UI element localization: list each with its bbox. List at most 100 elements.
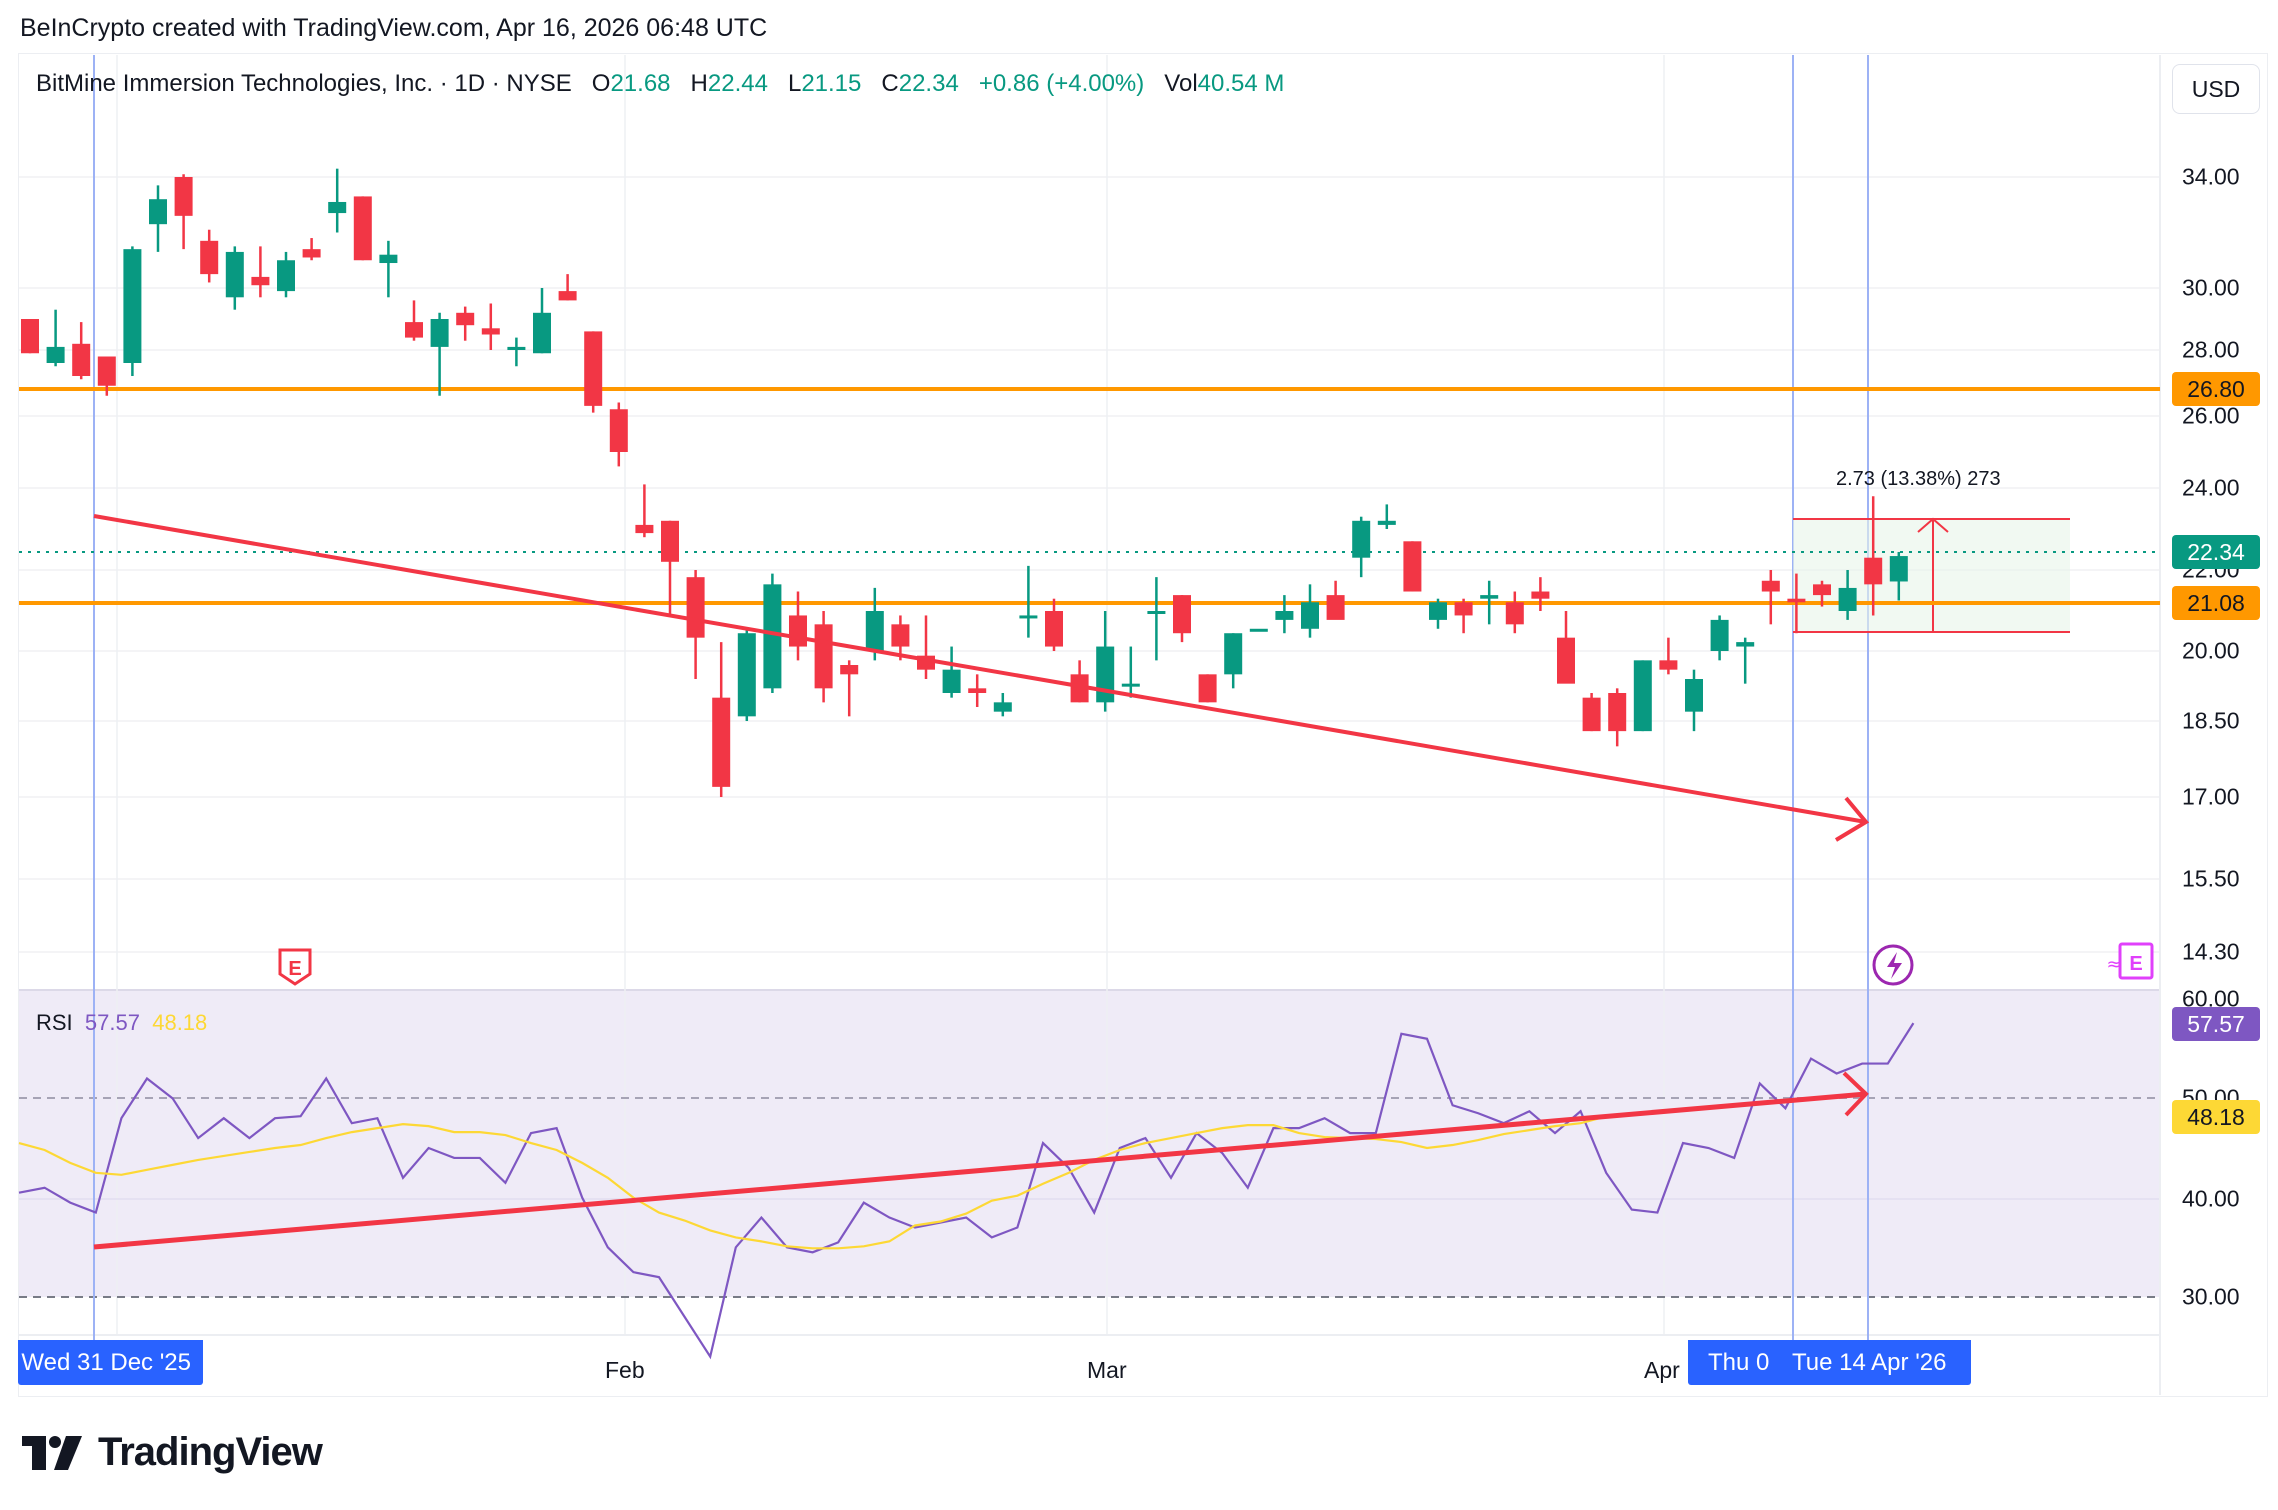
- price-tick: 14.30: [2182, 938, 2240, 965]
- candle-body: [1710, 619, 1729, 651]
- crosshair-date-right: Thu 0 Tue 14 Apr '26: [1688, 1340, 1971, 1385]
- time-tick: Apr: [1644, 1357, 1680, 1383]
- change-value: +0.86 (+4.00%): [978, 70, 1145, 97]
- candle-body: [1505, 602, 1524, 625]
- candle-body: [1249, 628, 1268, 632]
- rsi-background: [19, 990, 2160, 1297]
- candle-body: [584, 331, 603, 406]
- tradingview-brand: TradingView: [98, 1430, 323, 1474]
- candle-body: [789, 615, 807, 647]
- price-tick: 15.50: [2182, 865, 2240, 892]
- candle-body: [1224, 633, 1243, 675]
- rsi-tick: 40.00: [2182, 1185, 2240, 1212]
- rsi-line: [18, 1022, 1915, 1360]
- candle-body: [1761, 580, 1780, 592]
- price-tick: 20.00: [2182, 637, 2240, 664]
- candle-body: [1326, 595, 1345, 620]
- currency-button[interactable]: USD: [2172, 64, 2260, 114]
- upcoming-earnings-letter: E: [2129, 953, 2142, 975]
- candle-body: [1582, 697, 1601, 732]
- candle-body: [1813, 584, 1831, 596]
- price-tag: 21.08: [2172, 586, 2260, 620]
- candle-body: [1685, 679, 1703, 712]
- rsi-tag: 57.57: [2172, 1007, 2260, 1041]
- rsi-label: RSI: [36, 1010, 73, 1035]
- low-label: L: [787, 70, 802, 97]
- rsi-ma-value: 48.18: [152, 1010, 208, 1035]
- tradingview-logo[interactable]: TradingView: [22, 1430, 323, 1475]
- candle-body: [814, 624, 833, 689]
- rsi-ascending-trendline: [93, 1091, 1867, 1250]
- candle-body: [1787, 598, 1806, 603]
- close-label: C: [881, 70, 899, 97]
- measure-box: [1793, 519, 2070, 632]
- rsi-legend: RSI 57.57 48.18: [36, 1010, 207, 1036]
- candle-body: [149, 199, 167, 225]
- price-tick: 28.00: [2182, 336, 2240, 363]
- candle-body: [763, 584, 782, 689]
- candle-body: [1275, 611, 1294, 620]
- descending-trendline: [93, 514, 1867, 824]
- candle-body: [251, 276, 270, 286]
- candle-body: [481, 328, 500, 335]
- candle-body: [430, 319, 449, 347]
- candle-body: [1608, 693, 1627, 732]
- rsi-tag: 48.18: [2172, 1100, 2260, 1134]
- candle-body: [1429, 602, 1447, 620]
- credit-text: BeInCrypto created with TradingView.com,…: [20, 14, 768, 42]
- candle-body: [1557, 637, 1575, 684]
- candle-body: [661, 520, 679, 562]
- candle-body: [200, 240, 219, 275]
- candle-body: [277, 260, 295, 292]
- candle-body: [72, 343, 91, 376]
- symbol-title: BitMine Immersion Technologies, Inc. · 1…: [36, 70, 572, 97]
- candle-body: [1403, 541, 1422, 592]
- candle-body: [942, 669, 961, 693]
- measure-label: 2.73 (13.38%) 273: [1836, 468, 2001, 490]
- earnings-marker-letter: E: [288, 958, 301, 980]
- rsi-trendline-arrow-head: [1842, 1071, 1869, 1117]
- candle-body: [865, 611, 884, 651]
- high-value: 22.44: [707, 70, 768, 97]
- candle-body: [635, 524, 654, 534]
- candle-body: [1480, 595, 1499, 599]
- candle-body: [1454, 602, 1473, 616]
- candle-body: [993, 702, 1012, 712]
- candle-body: [507, 346, 526, 350]
- price-tag: 22.34: [2172, 535, 2260, 569]
- candle-body: [1198, 674, 1217, 703]
- wave-glyph: ≈: [2106, 954, 2121, 975]
- candle-body: [174, 177, 193, 216]
- symbol-legend: BitMine Immersion Technologies, Inc. · 1…: [36, 70, 1284, 98]
- candle-body: [1019, 615, 1038, 619]
- candle-body: [1889, 556, 1908, 582]
- candle-body: [558, 291, 577, 301]
- lightning-glyph-icon: [1887, 952, 1902, 979]
- candle-body: [1121, 683, 1140, 687]
- close-value: 22.34: [898, 70, 959, 97]
- candle-body: [1173, 595, 1191, 634]
- candle-body: [609, 409, 628, 452]
- candle-body: [1736, 642, 1755, 647]
- candle-body: [21, 319, 39, 354]
- price-tick: 24.00: [2182, 474, 2240, 501]
- candle-body: [533, 312, 551, 354]
- chart-frame: [18, 53, 2268, 1397]
- candle-body: [1633, 660, 1652, 732]
- tradingview-logo-icon: [22, 1435, 82, 1470]
- candle-body: [225, 251, 244, 298]
- low-value: 21.15: [801, 70, 862, 97]
- price-tick: 34.00: [2182, 163, 2240, 190]
- time-tick: Mar: [1087, 1357, 1127, 1383]
- candle-body: [405, 322, 423, 338]
- candle-body: [1352, 520, 1371, 558]
- price-tag: 26.80: [2172, 372, 2260, 406]
- candle-body: [1864, 557, 1883, 585]
- earnings-marker-icon: [278, 948, 312, 986]
- candle-body: [968, 688, 987, 693]
- trendline-arrow-head: [1834, 796, 1870, 842]
- open-label: O: [591, 70, 611, 97]
- candle-body: [302, 249, 321, 258]
- crosshair-date-a: Thu 0: [1708, 1348, 1770, 1376]
